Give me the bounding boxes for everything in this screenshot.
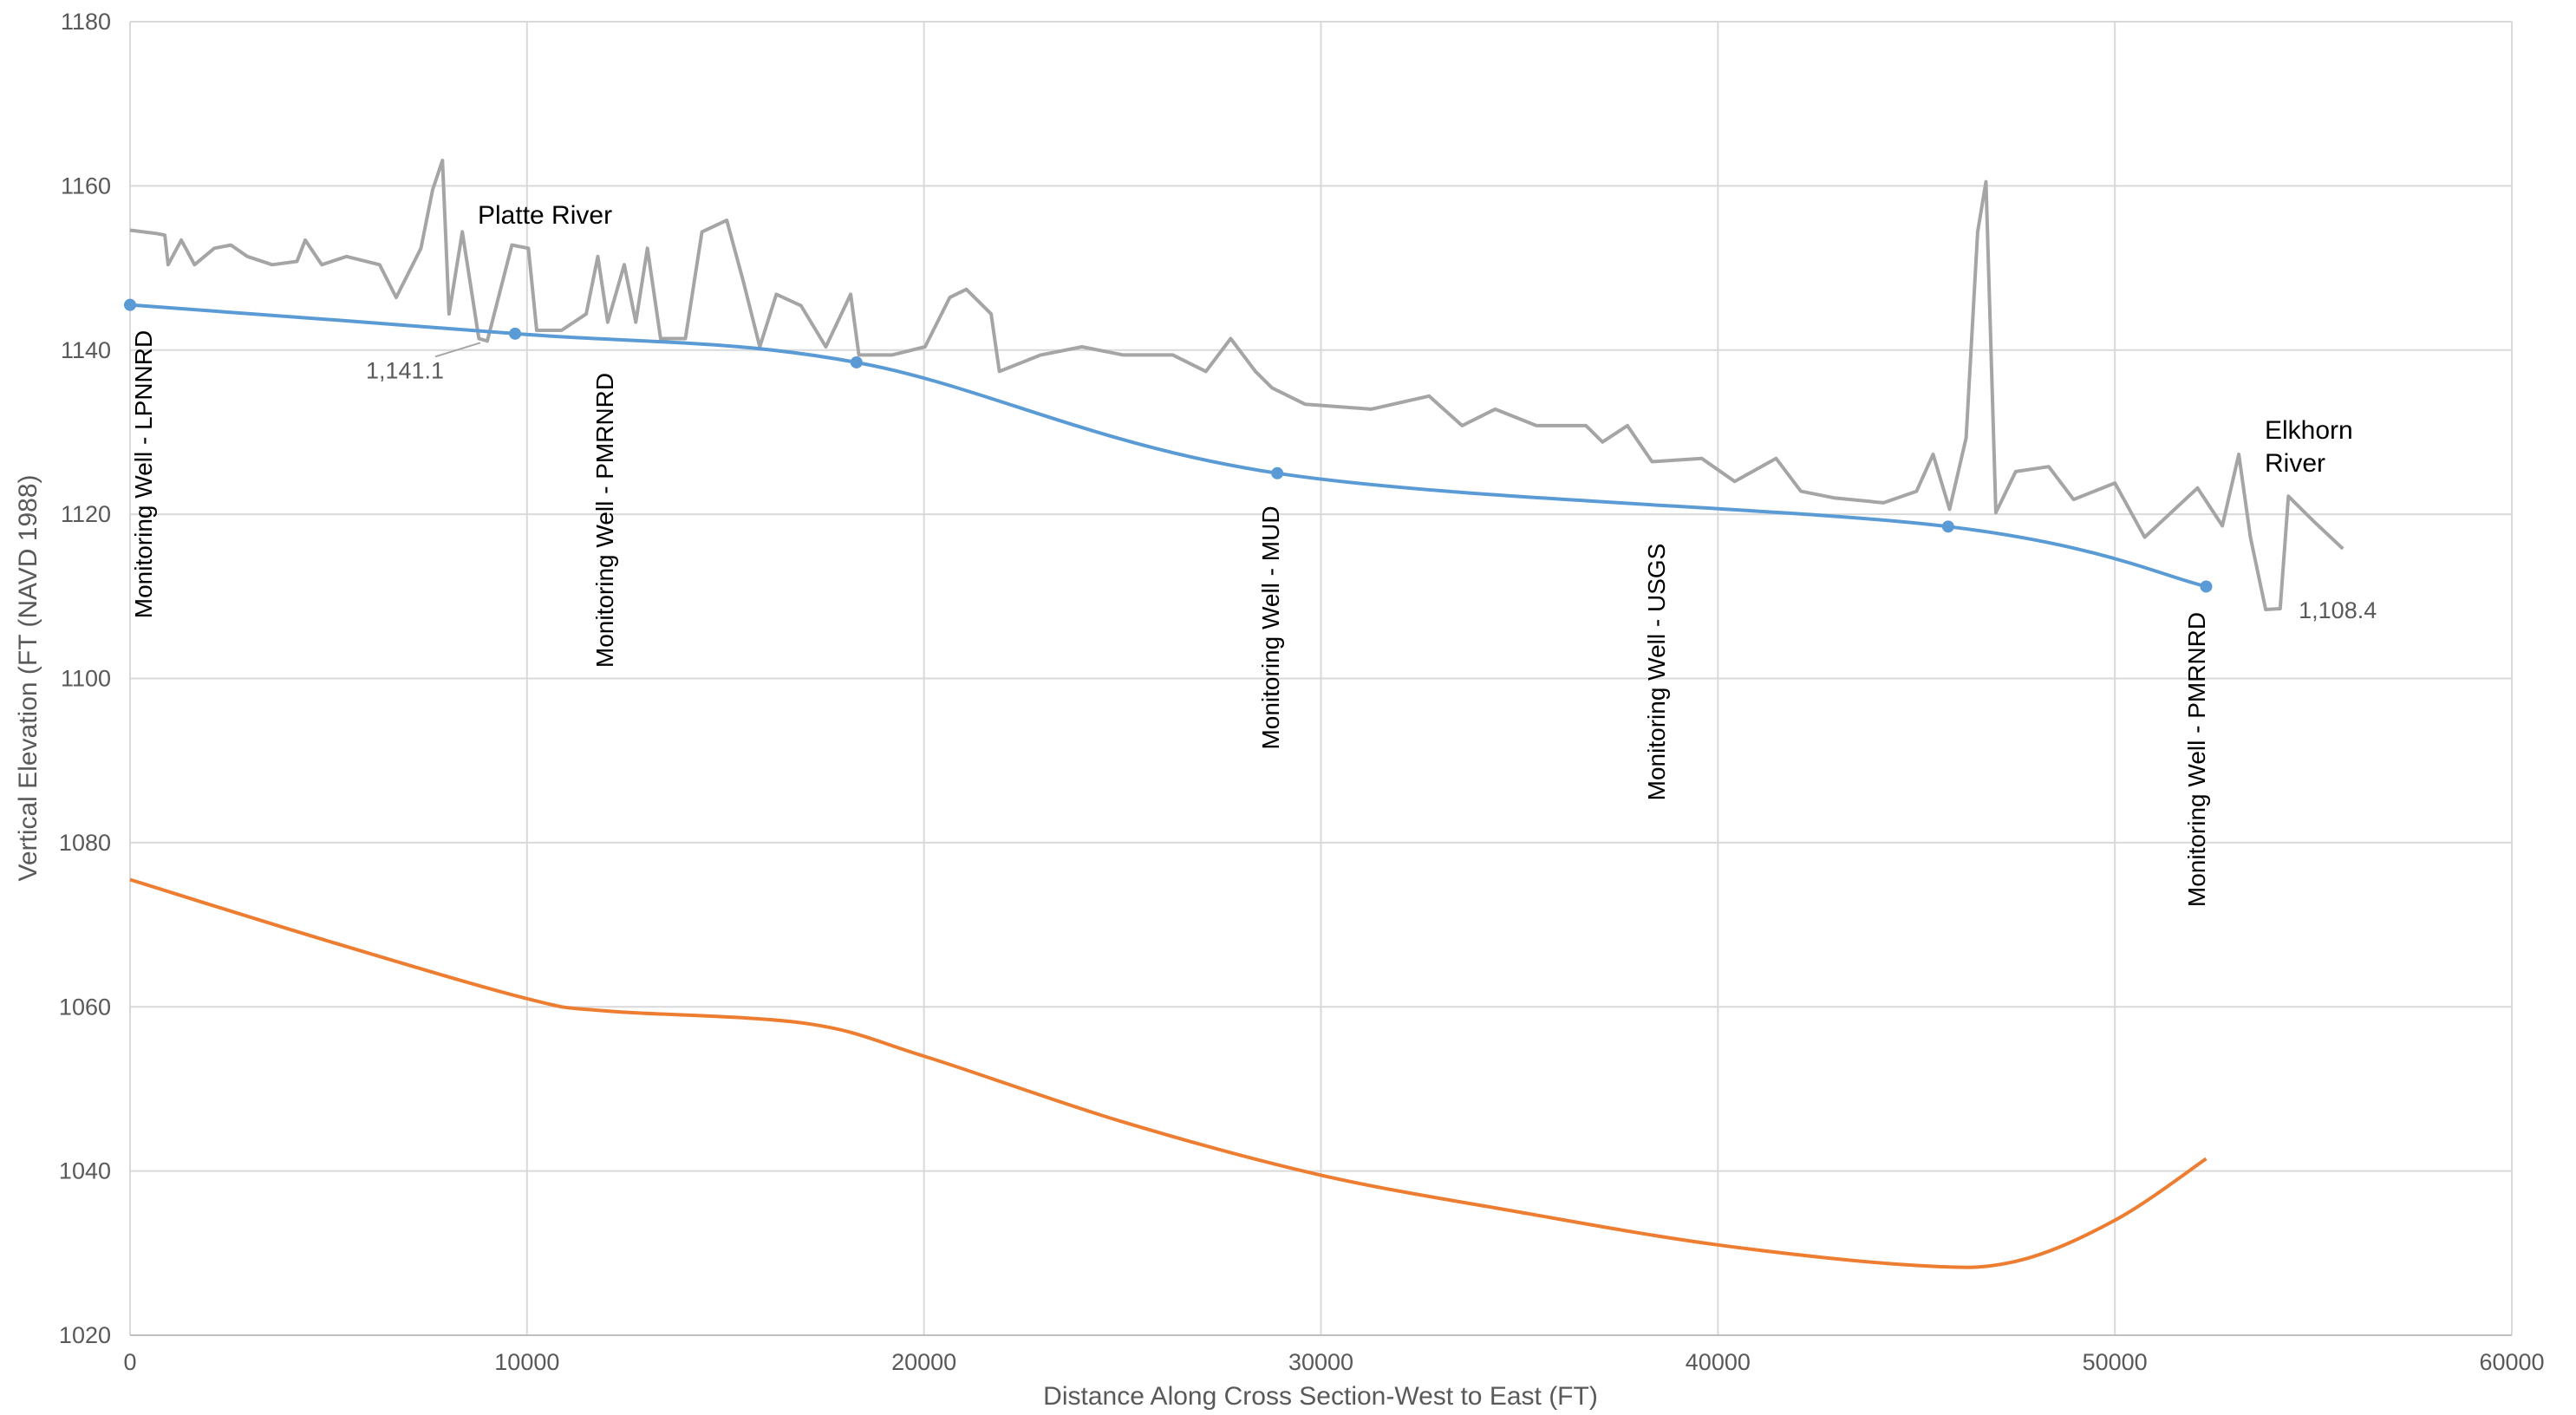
x-tick-label: 40000 [1686,1349,1751,1375]
series-line [129,303,2207,589]
point-marker [850,355,863,368]
x-tick-label: 20000 [891,1349,956,1375]
y-tick-label: 1180 [61,9,111,35]
x-tick-label: 60000 [2479,1349,2544,1375]
x-tick-label: 10000 [494,1349,559,1375]
y-tick-label: 1020 [59,1322,111,1348]
y-axis-title: Vertical Elevation (FT (NAVD 1988) [14,474,42,881]
y-tick-label: 1080 [59,830,111,856]
point-marker [124,298,136,311]
point-marker [1941,520,1954,533]
series-line [129,877,2208,1269]
river-label: Platte River [478,201,613,230]
well-label: Monitoring Well - PMRNRD [591,373,618,668]
point-marker [1271,466,1284,479]
well-label: Monitoring Well - LPNNRD [130,330,157,618]
well-label: Monitoring Well - MUD [1257,505,1284,749]
data-label: 1,108.4 [2299,597,2377,623]
y-tick-label: 1160 [61,173,111,199]
series-line [129,159,2344,611]
y-tick-label: 1060 [59,994,111,1020]
well-label: Monitoring Well - PMRNRD [2183,612,2210,907]
y-tick-label: 1100 [61,666,111,692]
x-tick-label: 0 [123,1349,136,1375]
x-axis-title: Distance Along Cross Section-West to Eas… [1043,1382,1598,1411]
x-tick-label: 50000 [2083,1349,2148,1375]
well-label: Monitoring Well - USGS [1643,544,1670,801]
x-tick-label: 30000 [1288,1349,1353,1375]
y-tick-label: 1120 [61,501,111,527]
data-label: 1,141.1 [366,357,444,383]
y-tick-label: 1040 [59,1158,111,1184]
point-marker [509,327,522,340]
leader-line [434,342,481,358]
y-tick-label: 1140 [61,337,111,363]
river-label: Elkhorn River [2265,416,2353,478]
point-marker [2200,580,2213,593]
